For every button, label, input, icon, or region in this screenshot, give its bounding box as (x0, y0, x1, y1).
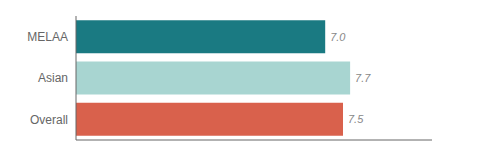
svg-text:MELAA: MELAA (27, 30, 68, 44)
svg-text:7.0: 7.0 (330, 31, 346, 43)
svg-text:7.7: 7.7 (355, 72, 371, 84)
svg-text:Asian: Asian (38, 71, 68, 85)
svg-text:7.5: 7.5 (348, 113, 364, 125)
svg-text:Overall: Overall (30, 113, 68, 127)
